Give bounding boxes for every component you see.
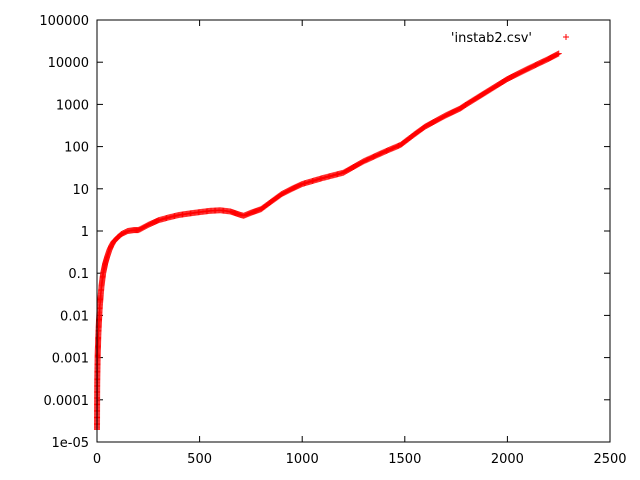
data-point [555, 50, 562, 57]
plot-frame [96, 19, 611, 443]
data-point-fill [554, 51, 561, 58]
legend-label: 'instab2.csv' [451, 31, 532, 46]
legend: 'instab2.csv' [451, 31, 569, 46]
x-tick-label: 2500 [593, 452, 626, 467]
y-tick-label: 10000 [48, 56, 89, 71]
y-tick-label: 1000 [56, 98, 89, 113]
y-tick-label: 0.001 [52, 352, 89, 367]
x-tick-label: 2000 [491, 452, 524, 467]
legend-marker [563, 34, 569, 40]
ticks: 0 500 1000 1500 2000 2500 1e-05 0.0001 0.001 0.01… [39, 14, 626, 467]
x-tick-label: 1000 [286, 452, 319, 467]
y-tick-label: 100000 [39, 14, 89, 29]
y-tick-label: 1e-05 [51, 436, 89, 451]
y-tick-label: 0.01 [60, 309, 89, 324]
x-tick-label: 500 [187, 452, 212, 467]
y-tick-label: 10 [72, 183, 89, 198]
y-tick-label: 0.0001 [44, 394, 90, 409]
legend-marker-plus [563, 34, 569, 40]
x-tick-label: 1500 [388, 452, 421, 467]
y-tick-label: 1 [81, 225, 89, 240]
y-tick-label: 100 [64, 141, 89, 156]
x-tick-label: 0 [93, 452, 101, 467]
y-tick-label: 0.1 [68, 267, 89, 282]
